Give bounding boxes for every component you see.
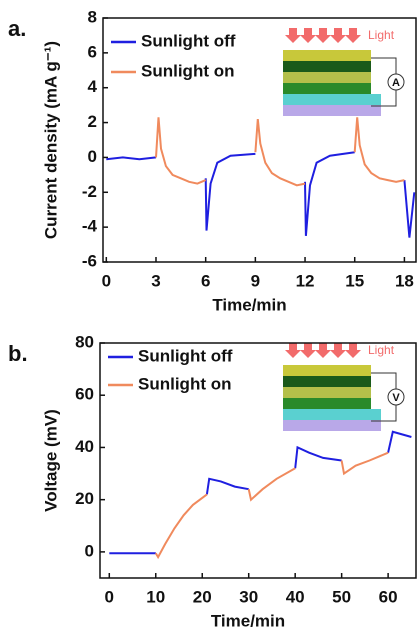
- light-arrow: [330, 28, 346, 43]
- series-line: [155, 117, 405, 187]
- light-arrow: [315, 28, 331, 43]
- y-tick-label: -4: [82, 217, 98, 236]
- light-arrow: [345, 343, 361, 358]
- series-line: [109, 430, 412, 555]
- x-tick-label: 0: [105, 587, 114, 606]
- light-arrow: [285, 343, 301, 358]
- y-tick-label: -2: [82, 182, 97, 201]
- device-layer: [283, 409, 381, 420]
- y-tick-label: 0: [85, 541, 94, 560]
- device-layer: [283, 387, 371, 398]
- device-layer: [283, 83, 371, 94]
- device-layer: [283, 376, 371, 387]
- x-tick-label: 0: [102, 271, 111, 290]
- legend-label: Sunlight off: [141, 31, 236, 50]
- series-line: [154, 451, 389, 560]
- device-layer: [283, 61, 371, 72]
- device-layer: [283, 72, 371, 83]
- axes-frame: [102, 17, 417, 263]
- device-layer: [283, 50, 371, 61]
- x-tick-label: 50: [332, 587, 351, 606]
- x-tick-label: 15: [345, 271, 364, 290]
- x-tick-label: 18: [395, 271, 414, 290]
- x-tick-label: 9: [251, 271, 260, 290]
- device-layer: [283, 398, 371, 409]
- y-tick-label: -6: [82, 251, 97, 270]
- panel: Light A Sunlight off Sunlight on 0 3 6 9 12 15 18 -…: [8, 7, 417, 314]
- panel-label: a.: [8, 16, 26, 41]
- legend-label: Sunlight on: [138, 374, 231, 393]
- x-tick-label: 60: [379, 587, 398, 606]
- series-line: [106, 151, 416, 238]
- light-arrow: [315, 343, 331, 358]
- x-tick-label: 10: [146, 587, 165, 606]
- meter-label: V: [392, 392, 400, 404]
- panel-label: b.: [8, 341, 28, 366]
- x-tick-label: 3: [151, 271, 160, 290]
- light-arrow: [345, 28, 361, 43]
- light-arrow: [285, 28, 301, 43]
- y-axis-title: Current density (mA g⁻¹): [41, 41, 60, 239]
- device-layer: [283, 94, 381, 105]
- y-tick-label: 6: [88, 42, 97, 61]
- x-tick-label: 40: [286, 587, 305, 606]
- y-tick-label: 20: [75, 489, 94, 508]
- y-tick-label: 40: [75, 437, 94, 456]
- y-tick-label: 4: [88, 77, 98, 96]
- inset-label: Light: [368, 28, 395, 42]
- axes-frame: [99, 342, 417, 579]
- inset-label: Light: [368, 343, 395, 357]
- y-tick-label: 0: [88, 147, 97, 166]
- light-arrow: [300, 28, 316, 43]
- device-layer: [283, 105, 381, 116]
- legend-label: Sunlight off: [138, 346, 233, 365]
- x-axis-title: Time/min: [212, 295, 286, 314]
- y-axis-title: Voltage (mV): [41, 409, 60, 512]
- y-tick-label: 8: [88, 7, 97, 26]
- panel: Light V Sunlight off Sunlight on 0 10 20 30 40 50…: [8, 332, 417, 630]
- y-tick-label: 60: [75, 385, 94, 404]
- legend-label: Sunlight on: [141, 61, 234, 80]
- x-axis-title: Time/min: [211, 611, 285, 630]
- light-arrow: [300, 343, 316, 358]
- device-layer: [283, 420, 381, 431]
- meter: [387, 388, 405, 406]
- y-tick-label: 80: [75, 332, 94, 351]
- light-arrow: [330, 343, 346, 358]
- x-tick-label: 30: [239, 587, 258, 606]
- x-tick-label: 20: [193, 587, 212, 606]
- y-tick-label: 2: [88, 112, 97, 131]
- meter: [387, 73, 405, 91]
- meter-label: A: [392, 77, 400, 89]
- x-tick-label: 6: [201, 271, 210, 290]
- device-layer: [283, 365, 371, 376]
- x-tick-label: 12: [296, 271, 315, 290]
